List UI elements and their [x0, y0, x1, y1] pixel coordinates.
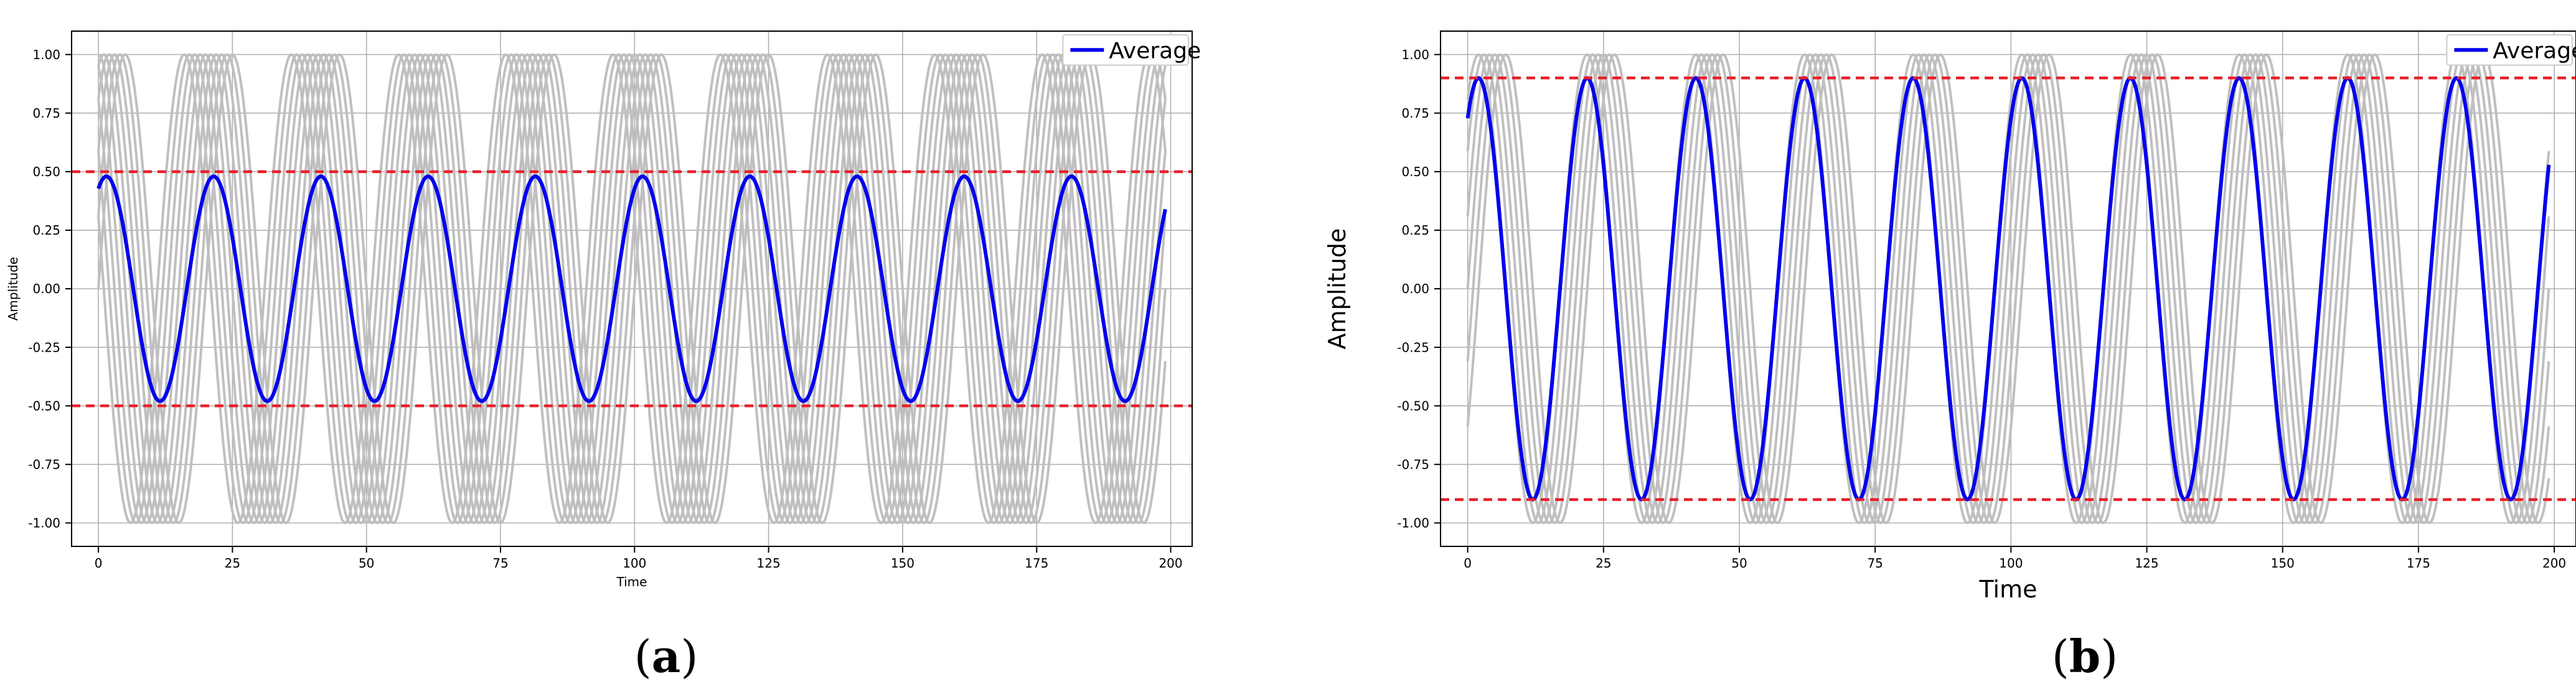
x-tick-label: 175: [2407, 556, 2430, 571]
y-tick-label: -0.25: [28, 340, 60, 355]
x-tick-label: 125: [757, 556, 781, 571]
background-wave-2: [1466, 53, 2550, 525]
legend-box: [1062, 34, 1190, 66]
x-tick-label: 50: [1731, 556, 1747, 571]
x-tick-label: 150: [2271, 556, 2295, 571]
legend-label-average: Average: [2493, 38, 2576, 63]
y-tick-label: -0.75: [1397, 457, 1429, 472]
x-axis-label: Time: [1979, 576, 2038, 603]
background-wave-1: [97, 53, 1167, 525]
background-wave-1: [1466, 53, 2550, 525]
x-axis-label: Time: [616, 574, 647, 589]
background-wave-2: [97, 53, 1167, 525]
x-tick-label: 100: [1999, 556, 2023, 571]
plot-area: [96, 53, 1167, 525]
y-tick-label: -0.25: [1397, 340, 1429, 355]
y-tick-label: -1.00: [1397, 516, 1429, 531]
y-tick-label: -0.50: [1397, 398, 1429, 413]
background-wave-10: [97, 53, 1167, 525]
chart-panel-b: 0 25 50 75 100 125 150 175 200 -1.00 -0.75 -0.50 -0.…: [1288, 0, 2576, 697]
background-wave-8: [97, 53, 1167, 525]
y-axis-label: Amplitude: [1323, 228, 1351, 350]
legend-box: [2446, 34, 2574, 66]
x-tick-label: 200: [1159, 556, 1182, 571]
y-tick-label: -0.50: [28, 398, 60, 413]
x-tick-label: 75: [492, 556, 508, 571]
y-tick-label: 0.75: [1401, 106, 1429, 121]
x-tick-label: 100: [623, 556, 646, 571]
chart-panel-a: 0 25 50 75 100 125 150 175 200 -1.00 -0.75 -0.50 -0.…: [6, 30, 1201, 683]
legend-label-average: Average: [1109, 38, 1201, 63]
y-tick-label: 0.75: [32, 106, 60, 121]
y-tick-label: 0.50: [1401, 164, 1429, 179]
background-wave-7: [97, 53, 1166, 525]
background-wave-9: [97, 53, 1167, 525]
x-tick-label: 25: [225, 556, 240, 571]
y-tick-label: 0.00: [32, 281, 60, 296]
series-average-line: [96, 174, 1167, 403]
x-tick-label: 150: [891, 556, 914, 571]
y-tick-label: 0.50: [32, 164, 60, 179]
panel-label-b: (b): [2051, 630, 2118, 683]
y-tick-label: 0.25: [32, 223, 60, 238]
x-tick-label: 25: [1596, 556, 1611, 571]
panel-label-a: (a): [634, 630, 698, 683]
background-wave-4: [1466, 53, 2550, 525]
x-tick-label: 0: [95, 556, 103, 571]
x-tick-label: 0: [1464, 556, 1472, 571]
y-tick-label: 1.00: [1401, 47, 1429, 62]
series-average-line: [1465, 75, 2551, 502]
x-tick-label: 200: [2542, 556, 2566, 571]
chart-a-svg: 0 25 50 75 100 125 150 175 200 -1.00 -0.75 -0.50 -0.…: [6, 30, 1201, 589]
x-tick-label: 125: [2135, 556, 2158, 571]
y-tick-label: 0.25: [1401, 223, 1429, 238]
x-tick-label: 75: [1867, 556, 1883, 571]
x-tick-label: 175: [1025, 556, 1048, 571]
y-axis-label: Amplitude: [6, 257, 21, 321]
y-tick-label: 1.00: [32, 47, 60, 62]
y-tick-label: -1.00: [28, 516, 60, 531]
x-tick-label: 50: [359, 556, 374, 571]
y-tick-label: 0.00: [1401, 281, 1429, 296]
y-tick-label: -0.75: [28, 457, 60, 472]
plot-area: [1465, 53, 2551, 525]
background-wave-5: [1466, 53, 2550, 525]
chart-b-svg: 0 25 50 75 100 125 150 175 200 -1.00 -0.75 -0.50 -0.…: [1323, 30, 2576, 603]
